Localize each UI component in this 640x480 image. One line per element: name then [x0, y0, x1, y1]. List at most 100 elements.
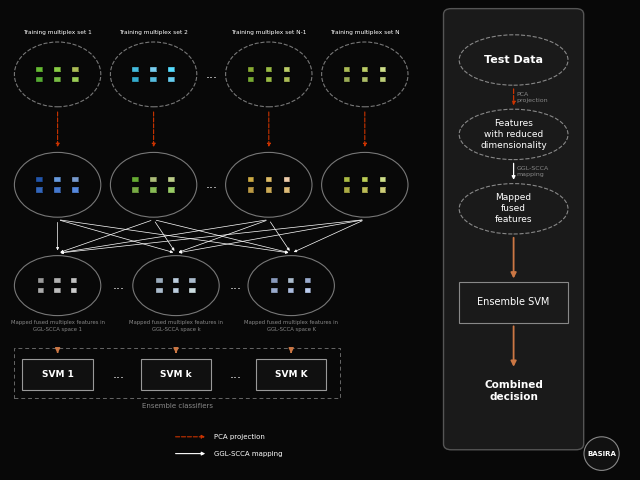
FancyBboxPatch shape — [42, 67, 43, 72]
FancyBboxPatch shape — [54, 188, 61, 192]
FancyBboxPatch shape — [284, 188, 290, 192]
FancyBboxPatch shape — [54, 288, 61, 293]
FancyBboxPatch shape — [78, 177, 79, 182]
FancyBboxPatch shape — [344, 177, 350, 182]
FancyBboxPatch shape — [138, 77, 139, 82]
FancyBboxPatch shape — [284, 77, 290, 82]
Text: Mapped
fused
features: Mapped fused features — [495, 193, 532, 225]
FancyBboxPatch shape — [277, 278, 278, 283]
Text: Mapped fused multiplex features in
GGL-SCCA space K: Mapped fused multiplex features in GGL-S… — [244, 321, 338, 332]
FancyBboxPatch shape — [60, 188, 61, 192]
FancyBboxPatch shape — [385, 77, 386, 82]
FancyBboxPatch shape — [178, 278, 179, 283]
FancyBboxPatch shape — [349, 67, 350, 72]
Text: PCA
projection: PCA projection — [517, 92, 548, 103]
FancyBboxPatch shape — [380, 67, 386, 72]
Text: SVM k: SVM k — [160, 370, 192, 379]
FancyBboxPatch shape — [132, 177, 139, 182]
FancyBboxPatch shape — [367, 177, 368, 182]
FancyBboxPatch shape — [174, 177, 175, 182]
FancyBboxPatch shape — [289, 67, 290, 72]
FancyBboxPatch shape — [138, 67, 139, 72]
FancyBboxPatch shape — [460, 282, 568, 323]
FancyBboxPatch shape — [132, 67, 139, 72]
FancyBboxPatch shape — [72, 177, 79, 182]
FancyBboxPatch shape — [305, 288, 311, 293]
FancyBboxPatch shape — [344, 188, 350, 192]
FancyBboxPatch shape — [284, 177, 290, 182]
FancyBboxPatch shape — [367, 188, 368, 192]
FancyBboxPatch shape — [150, 67, 157, 72]
FancyBboxPatch shape — [60, 177, 61, 182]
FancyBboxPatch shape — [277, 288, 278, 293]
Text: Test Data: Test Data — [484, 55, 543, 65]
FancyBboxPatch shape — [36, 188, 43, 192]
FancyBboxPatch shape — [189, 278, 196, 283]
FancyBboxPatch shape — [156, 67, 157, 72]
FancyBboxPatch shape — [168, 77, 175, 82]
Text: Training multiplex set 2: Training multiplex set 2 — [119, 30, 188, 35]
FancyBboxPatch shape — [380, 188, 386, 192]
FancyBboxPatch shape — [195, 288, 196, 293]
FancyBboxPatch shape — [189, 288, 196, 293]
FancyBboxPatch shape — [72, 77, 79, 82]
FancyBboxPatch shape — [141, 359, 211, 390]
Text: BASIRA: BASIRA — [587, 451, 616, 456]
FancyBboxPatch shape — [54, 177, 61, 182]
FancyBboxPatch shape — [72, 188, 79, 192]
FancyBboxPatch shape — [173, 288, 179, 293]
FancyBboxPatch shape — [178, 288, 179, 293]
FancyBboxPatch shape — [253, 77, 254, 82]
FancyBboxPatch shape — [168, 188, 175, 192]
FancyBboxPatch shape — [60, 67, 61, 72]
FancyBboxPatch shape — [266, 188, 272, 192]
Text: Features
with reduced
dimensionality: Features with reduced dimensionality — [480, 119, 547, 150]
FancyBboxPatch shape — [36, 67, 43, 72]
FancyBboxPatch shape — [271, 67, 272, 72]
FancyBboxPatch shape — [344, 67, 350, 72]
FancyBboxPatch shape — [362, 177, 368, 182]
FancyBboxPatch shape — [289, 77, 290, 82]
FancyBboxPatch shape — [60, 288, 61, 293]
FancyBboxPatch shape — [256, 359, 326, 390]
FancyBboxPatch shape — [22, 359, 93, 390]
FancyBboxPatch shape — [78, 77, 79, 82]
FancyBboxPatch shape — [362, 77, 368, 82]
FancyBboxPatch shape — [150, 77, 157, 82]
FancyBboxPatch shape — [138, 177, 139, 182]
Text: GGL-SCCA
mapping: GGL-SCCA mapping — [517, 166, 549, 177]
FancyBboxPatch shape — [174, 77, 175, 82]
FancyBboxPatch shape — [161, 288, 163, 293]
Ellipse shape — [584, 437, 619, 470]
FancyBboxPatch shape — [293, 278, 294, 283]
FancyBboxPatch shape — [385, 188, 386, 192]
FancyBboxPatch shape — [132, 188, 139, 192]
Text: Mapped fused multiplex features in
GGL-SCCA space 1: Mapped fused multiplex features in GGL-S… — [11, 321, 104, 332]
FancyBboxPatch shape — [174, 188, 175, 192]
Text: Combined
decision: Combined decision — [484, 380, 543, 402]
FancyBboxPatch shape — [380, 177, 386, 182]
FancyBboxPatch shape — [54, 77, 61, 82]
FancyBboxPatch shape — [362, 67, 368, 72]
FancyBboxPatch shape — [349, 188, 350, 192]
FancyBboxPatch shape — [248, 188, 254, 192]
FancyBboxPatch shape — [156, 288, 163, 293]
FancyBboxPatch shape — [349, 77, 350, 82]
FancyBboxPatch shape — [161, 278, 163, 283]
FancyBboxPatch shape — [173, 278, 179, 283]
FancyBboxPatch shape — [38, 288, 44, 293]
FancyBboxPatch shape — [174, 67, 175, 72]
FancyBboxPatch shape — [310, 288, 311, 293]
FancyBboxPatch shape — [36, 177, 43, 182]
Text: SVM 1: SVM 1 — [42, 370, 74, 379]
FancyBboxPatch shape — [78, 188, 79, 192]
FancyBboxPatch shape — [71, 288, 77, 293]
FancyBboxPatch shape — [266, 67, 272, 72]
FancyBboxPatch shape — [248, 77, 254, 82]
FancyBboxPatch shape — [289, 177, 290, 182]
FancyBboxPatch shape — [248, 67, 254, 72]
FancyBboxPatch shape — [380, 77, 386, 82]
FancyBboxPatch shape — [367, 77, 368, 82]
FancyBboxPatch shape — [266, 77, 272, 82]
Text: ...: ... — [230, 279, 241, 292]
